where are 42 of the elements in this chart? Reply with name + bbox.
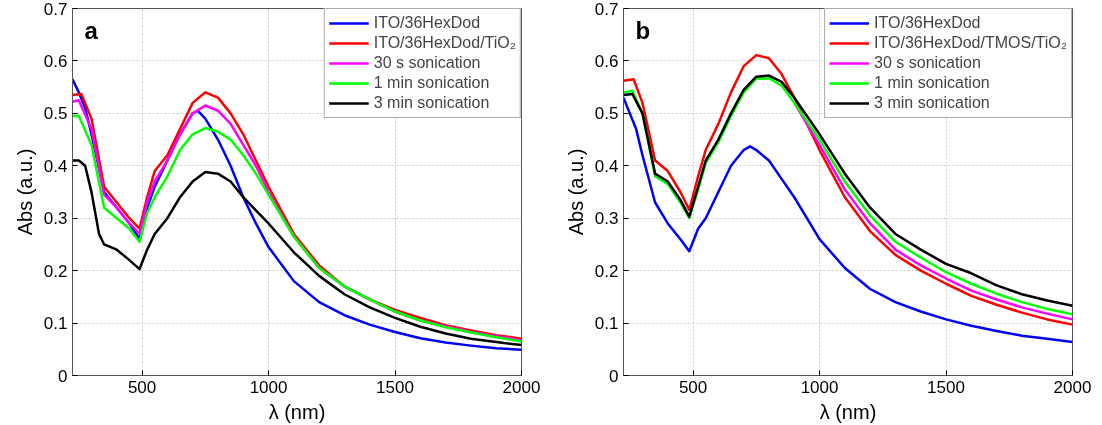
x-tick-label: 500 — [678, 377, 708, 397]
line-series — [72, 159, 522, 347]
y-tick-label: 0.4 — [43, 156, 68, 176]
annotation: b — [635, 16, 651, 44]
y-tick-label: 0.7 — [594, 0, 619, 19]
x-axis-title: λ (nm) — [819, 400, 877, 423]
legend-label: ITO/36HexDod/TiO₂ — [373, 34, 516, 52]
legend-label: ITO/36HexDod — [874, 14, 981, 32]
y-tick-label: 0.2 — [43, 261, 68, 281]
line-series — [623, 96, 1073, 344]
y-tick-label: 0.2 — [594, 261, 619, 281]
x-tick-label: 1000 — [249, 377, 288, 397]
y-tick-label: 0.3 — [594, 209, 619, 229]
y-tick-label: 0.3 — [43, 209, 68, 229]
y-axis-title: Abs (a.u.) — [13, 148, 36, 236]
y-tick-label: 0.1 — [594, 314, 619, 334]
y-tick-label: 0.4 — [594, 156, 619, 176]
legend-label: 1 min sonication — [373, 74, 490, 92]
legend-label: 30 s sonication — [874, 54, 981, 72]
y-tick-label: 0.6 — [594, 51, 619, 71]
y-tick-label: 0.1 — [43, 314, 68, 334]
y-tick-label: 0 — [609, 366, 619, 386]
legend-label: 3 min sonication — [874, 94, 990, 112]
legend-label: ITO/36HexDod/TMOS/TiO₂ — [874, 34, 1067, 52]
y-tick-label: 0 — [58, 366, 68, 386]
y-tick-label: 0.6 — [43, 51, 68, 71]
y-tick-label: 0.7 — [43, 0, 68, 19]
x-tick-label: 2000 — [1053, 377, 1092, 397]
y-axis-title: Abs (a.u.) — [564, 148, 587, 236]
x-tick-label: 1500 — [376, 377, 414, 397]
x-tick-label: 2000 — [502, 377, 541, 397]
legend-label: 3 min sonication — [373, 94, 490, 112]
y-tick-label: 0.5 — [43, 104, 68, 124]
legend-label: 1 min sonication — [874, 74, 990, 92]
annotation: a — [84, 16, 99, 44]
y-tick-label: 0.5 — [594, 104, 619, 124]
x-tick-label: 1500 — [927, 377, 965, 397]
x-axis-title: λ (nm) — [268, 400, 326, 423]
legend-label: 30 s sonication — [373, 54, 481, 72]
legend-label: ITO/36HexDod — [373, 14, 481, 32]
x-tick-label: 500 — [127, 377, 157, 397]
x-tick-label: 1000 — [800, 377, 839, 397]
